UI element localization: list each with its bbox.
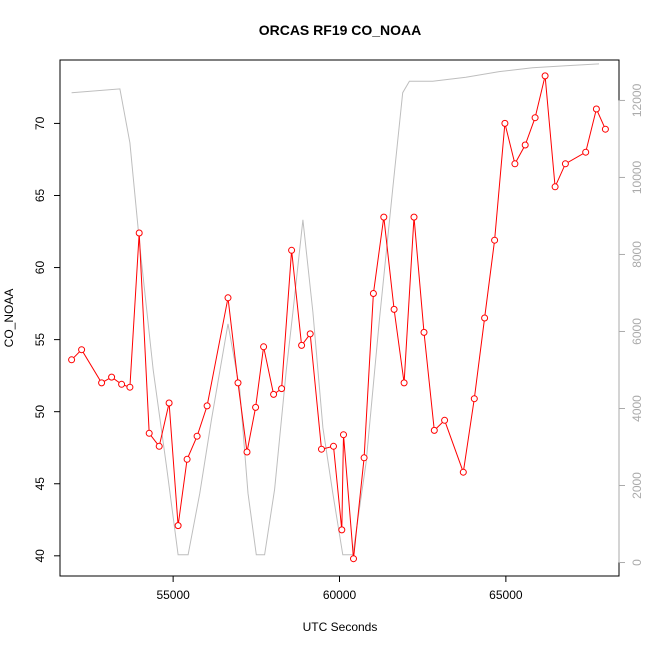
- co-data-point: [260, 343, 268, 351]
- y2-tick-label: 4000: [630, 395, 644, 422]
- co-data-point: [501, 119, 509, 127]
- co-data-point: [340, 431, 347, 439]
- series-layer: [68, 63, 609, 563]
- co-data-point: [278, 385, 286, 393]
- y-tick-label: 65: [33, 188, 47, 202]
- co-data-point: [470, 395, 478, 403]
- co-data-point: [561, 160, 569, 168]
- co-data-point: [252, 403, 260, 411]
- co-data-point: [582, 148, 590, 156]
- co-data-point: [270, 390, 278, 398]
- co-data-point: [193, 432, 201, 440]
- co-data-point: [318, 445, 325, 453]
- co-data-point: [360, 454, 368, 462]
- co-data-point: [174, 522, 182, 530]
- co-data-point: [224, 294, 232, 302]
- co-data-point: [155, 442, 163, 450]
- co-data-point: [330, 442, 337, 450]
- co-data-point: [350, 555, 357, 563]
- x-axis-label: UTC Seconds: [303, 620, 378, 634]
- y-tick-label: 60: [33, 261, 47, 275]
- x-tick-label: 65000: [489, 588, 523, 602]
- co-data-point: [306, 330, 314, 338]
- co-data-point: [531, 114, 539, 122]
- co-data-point: [521, 141, 529, 149]
- co-data-point: [369, 290, 377, 297]
- altitude-series-line: [71, 63, 600, 556]
- co-data-point: [551, 183, 559, 191]
- y2-tick-label: 2000: [630, 472, 644, 499]
- co-data-point: [108, 373, 116, 381]
- y2-tick-label: 10000: [630, 160, 644, 194]
- y-tick-label: 50: [33, 405, 47, 419]
- co-data-point: [441, 416, 449, 424]
- co-data-point: [491, 236, 499, 244]
- y-tick-label: 70: [33, 116, 47, 130]
- y-tick-label: 40: [33, 549, 47, 563]
- co-data-point: [592, 105, 600, 113]
- co-data-point: [430, 426, 438, 434]
- chart-title: ORCAS RF19 CO_NOAA: [259, 22, 422, 38]
- axes-layer: 55000 60000 65000 40 45 50 55 60 65 70 0 2000 4000 60…: [33, 83, 644, 602]
- co-data-point: [68, 356, 76, 364]
- y2-tick-label: 6000: [630, 318, 644, 345]
- x-tick-label: 55000: [156, 588, 190, 602]
- co-data-point: [410, 213, 418, 221]
- co-data-point: [165, 399, 173, 407]
- co-data-point: [126, 383, 134, 391]
- y2-tick-label: 8000: [630, 241, 644, 268]
- co-data-point: [390, 305, 398, 313]
- y2-tick-label: 12000: [630, 83, 644, 117]
- co-data-point: [298, 341, 306, 349]
- co-data-point: [541, 72, 549, 80]
- co-data-point: [511, 160, 519, 168]
- co-data-point: [380, 213, 388, 221]
- y-axis-label: CO_NOAA: [2, 289, 16, 348]
- co-data-point: [601, 125, 609, 133]
- co-data-point: [135, 229, 143, 237]
- co-data-point: [183, 455, 191, 463]
- co-data-point: [338, 526, 346, 534]
- co-data-point: [98, 379, 106, 387]
- co-data-point: [288, 246, 296, 254]
- co-data-point: [145, 429, 153, 437]
- co-data-point: [203, 402, 211, 410]
- co-data-point: [78, 346, 86, 354]
- co-data-point: [243, 448, 251, 456]
- co-data-point: [118, 380, 126, 388]
- co-data-point: [459, 468, 467, 476]
- co-data-point: [234, 379, 242, 387]
- x-tick-label: 60000: [323, 588, 357, 602]
- co-data-point: [481, 314, 489, 322]
- y-tick-label: 55: [33, 333, 47, 347]
- co-data-point: [420, 328, 428, 336]
- y2-tick-label: 0: [630, 559, 644, 566]
- y-tick-label: 45: [33, 477, 47, 491]
- co-data-point: [400, 379, 408, 387]
- co-series-line: [71, 75, 606, 559]
